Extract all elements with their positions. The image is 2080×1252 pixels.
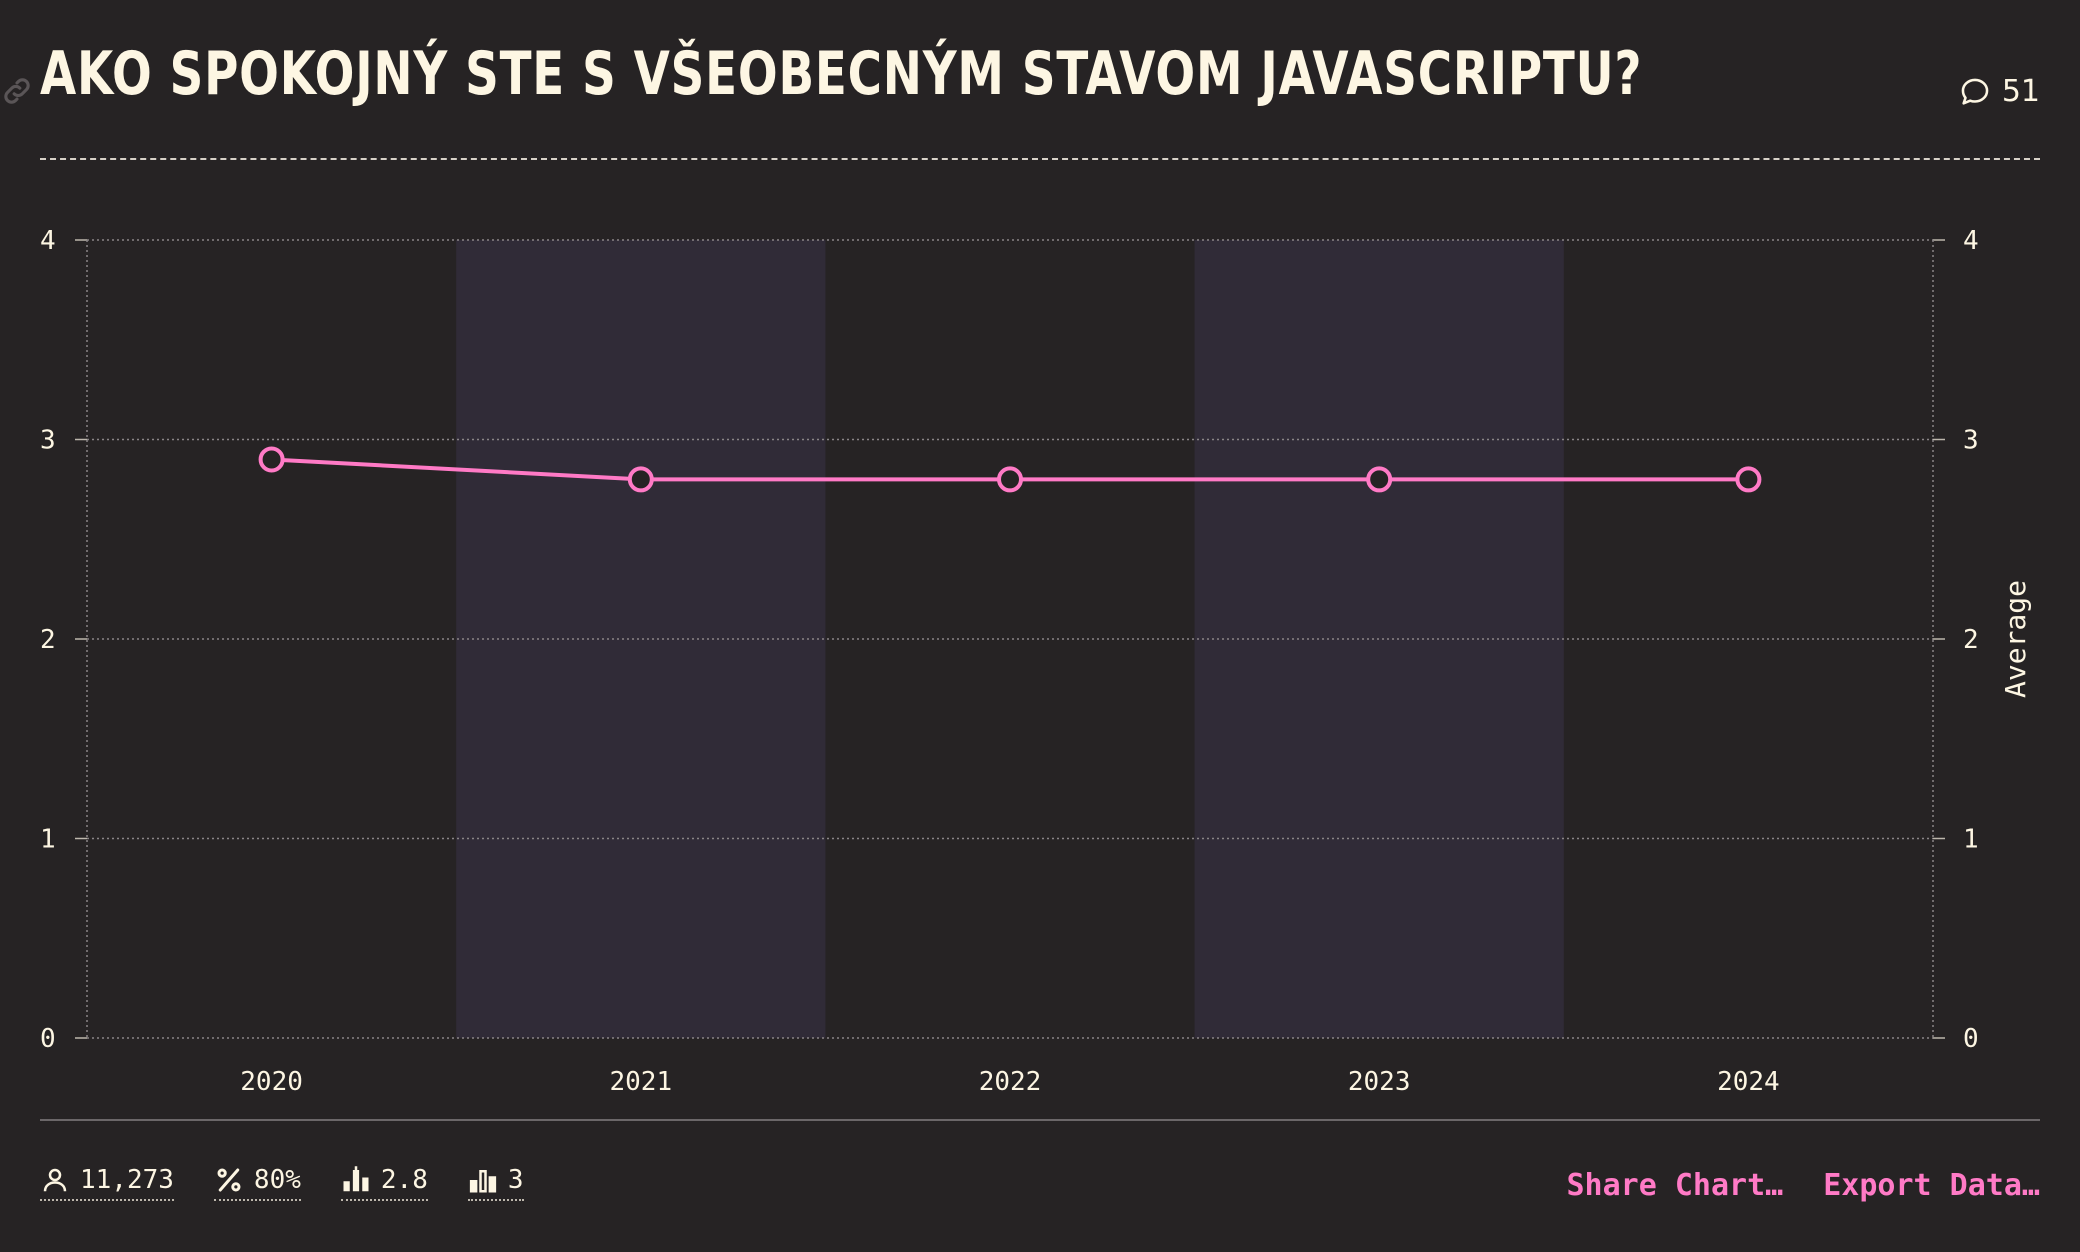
y-tick-label-left: 4 — [40, 226, 56, 256]
x-tick-label: 2021 — [609, 1067, 672, 1097]
chart-actions: Share Chart… Export Data… — [1567, 1168, 2041, 1203]
respondents-stat[interactable]: 11,273 — [40, 1165, 174, 1201]
x-tick-label: 2023 — [1348, 1067, 1411, 1097]
percentage-stat[interactable]: 80% — [213, 1165, 301, 1201]
data-point — [1735, 466, 1762, 493]
x-tick-label: 2024 — [1717, 1067, 1780, 1097]
comment-icon — [1961, 78, 1989, 105]
y-tick-label-right: 4 — [1963, 226, 1979, 256]
x-tick-label: 2020 — [240, 1067, 303, 1097]
data-point — [627, 466, 654, 493]
y-axis-label: Average — [1999, 580, 2032, 698]
percent-icon — [217, 1168, 241, 1192]
y-tick-label-left: 3 — [40, 426, 56, 456]
x-tick-label: 2022 — [979, 1067, 1042, 1097]
share-chart-button[interactable]: Share Chart… — [1566, 1168, 1784, 1203]
chart-header: Ako spokojný ste s všeobecným stavom Jav… — [4, 38, 2040, 160]
page-title: Ako spokojný ste s všeobecným stavom Jav… — [40, 39, 1643, 109]
stats-bar: 11,273 80% 2.8 3 — [40, 1165, 524, 1201]
median-value: 3 — [507, 1165, 524, 1195]
data-point — [1366, 466, 1393, 493]
link-icon[interactable] — [0, 74, 34, 108]
median-stat[interactable]: 3 — [467, 1165, 524, 1201]
comment-count: 51 — [2001, 74, 2040, 109]
average-value: 2.8 — [380, 1165, 428, 1195]
data-point — [258, 446, 285, 473]
respondents-value: 11,273 — [80, 1165, 174, 1195]
average-stat[interactable]: 2.8 — [340, 1165, 428, 1201]
y-tick-label-left: 0 — [40, 1024, 56, 1054]
user-icon — [43, 1168, 67, 1192]
median-bars-icon — [469, 1170, 496, 1193]
export-data-button[interactable]: Export Data… — [1823, 1168, 2040, 1203]
y-tick-label-left: 2 — [40, 625, 56, 655]
line-chart: 0 0 1 1 2 2 3 3 4 4 2020 2021 2022 2023 2024 Average — [40, 226, 2032, 1097]
percentage-value: 80% — [253, 1165, 301, 1195]
data-point — [997, 466, 1023, 493]
footer-divider — [40, 1119, 2040, 1121]
column-band — [456, 240, 826, 1038]
y-tick-label-left: 1 — [40, 825, 56, 855]
y-tick-label-right: 1 — [1963, 825, 1979, 855]
y-tick-label-right: 3 — [1963, 426, 1979, 456]
y-tick-label-right: 2 — [1963, 625, 1979, 655]
y-tick-label-right: 0 — [1963, 1024, 1979, 1054]
average-bars-icon — [343, 1166, 369, 1192]
comments-button[interactable]: 51 — [1958, 74, 2040, 109]
